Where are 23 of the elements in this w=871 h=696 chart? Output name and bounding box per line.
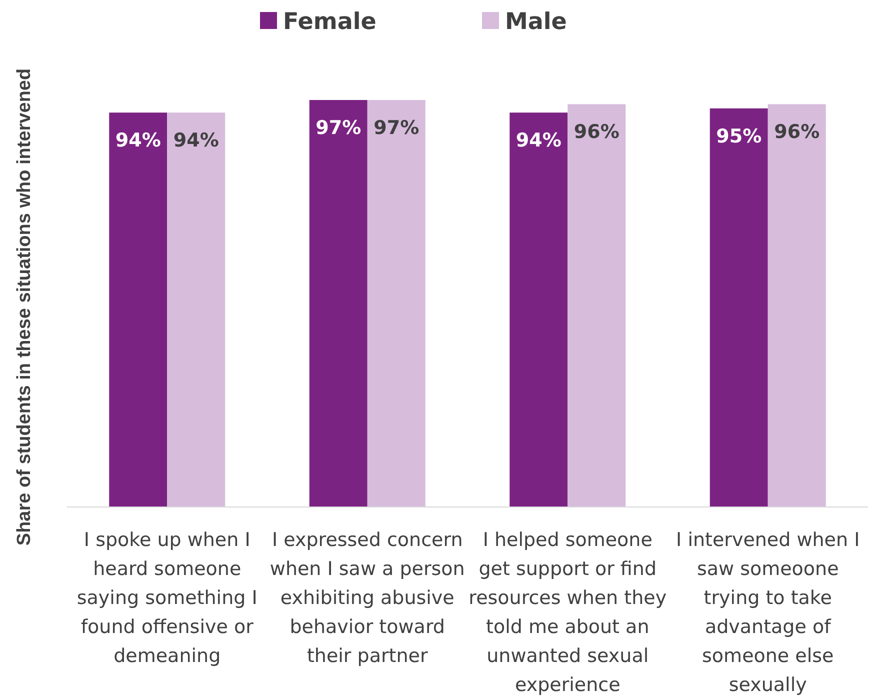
bar bbox=[568, 104, 626, 507]
x-tick-label: I helped someone get support or find resources when they told me about an unwanted sexual experience bbox=[468, 529, 667, 696]
y-axis-title: Share of students in these situations who intervened bbox=[14, 68, 35, 546]
data-label: 97% bbox=[316, 117, 362, 139]
bar bbox=[309, 100, 368, 507]
legend-label: Female bbox=[283, 9, 376, 35]
legend-label: Male bbox=[505, 9, 567, 35]
data-label: 95% bbox=[716, 125, 762, 148]
x-tick-label: I intervened when I saw someoone trying to take advantage of someone else sexually bbox=[676, 529, 860, 696]
data-label: 94% bbox=[173, 130, 219, 152]
bar bbox=[710, 108, 768, 507]
data-label: 94% bbox=[516, 130, 562, 152]
x-tick-label: I spoke up when I heard someone saying something I found offensive or demeaning bbox=[76, 529, 258, 667]
data-label: 96% bbox=[574, 121, 620, 144]
bar bbox=[510, 112, 568, 507]
bar bbox=[167, 112, 226, 507]
bar bbox=[109, 112, 168, 507]
data-label: 96% bbox=[774, 121, 820, 144]
data-label: 97% bbox=[374, 117, 420, 139]
data-label: 94% bbox=[115, 130, 161, 152]
bar bbox=[367, 100, 426, 507]
bar bbox=[768, 104, 826, 507]
x-tick-label: I expressed concern when I saw a person exhibiting abusive behavior toward their partner bbox=[270, 529, 465, 667]
